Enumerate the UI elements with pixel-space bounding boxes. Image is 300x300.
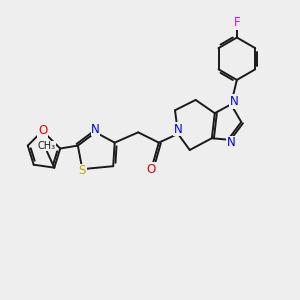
Text: S: S <box>79 164 86 177</box>
Text: F: F <box>233 16 240 29</box>
Text: CH₃: CH₃ <box>37 141 56 151</box>
Text: N: N <box>226 136 235 149</box>
Text: N: N <box>91 123 100 136</box>
Text: N: N <box>174 123 182 136</box>
Text: O: O <box>147 163 156 176</box>
Text: N: N <box>230 95 238 108</box>
Text: O: O <box>38 124 47 137</box>
